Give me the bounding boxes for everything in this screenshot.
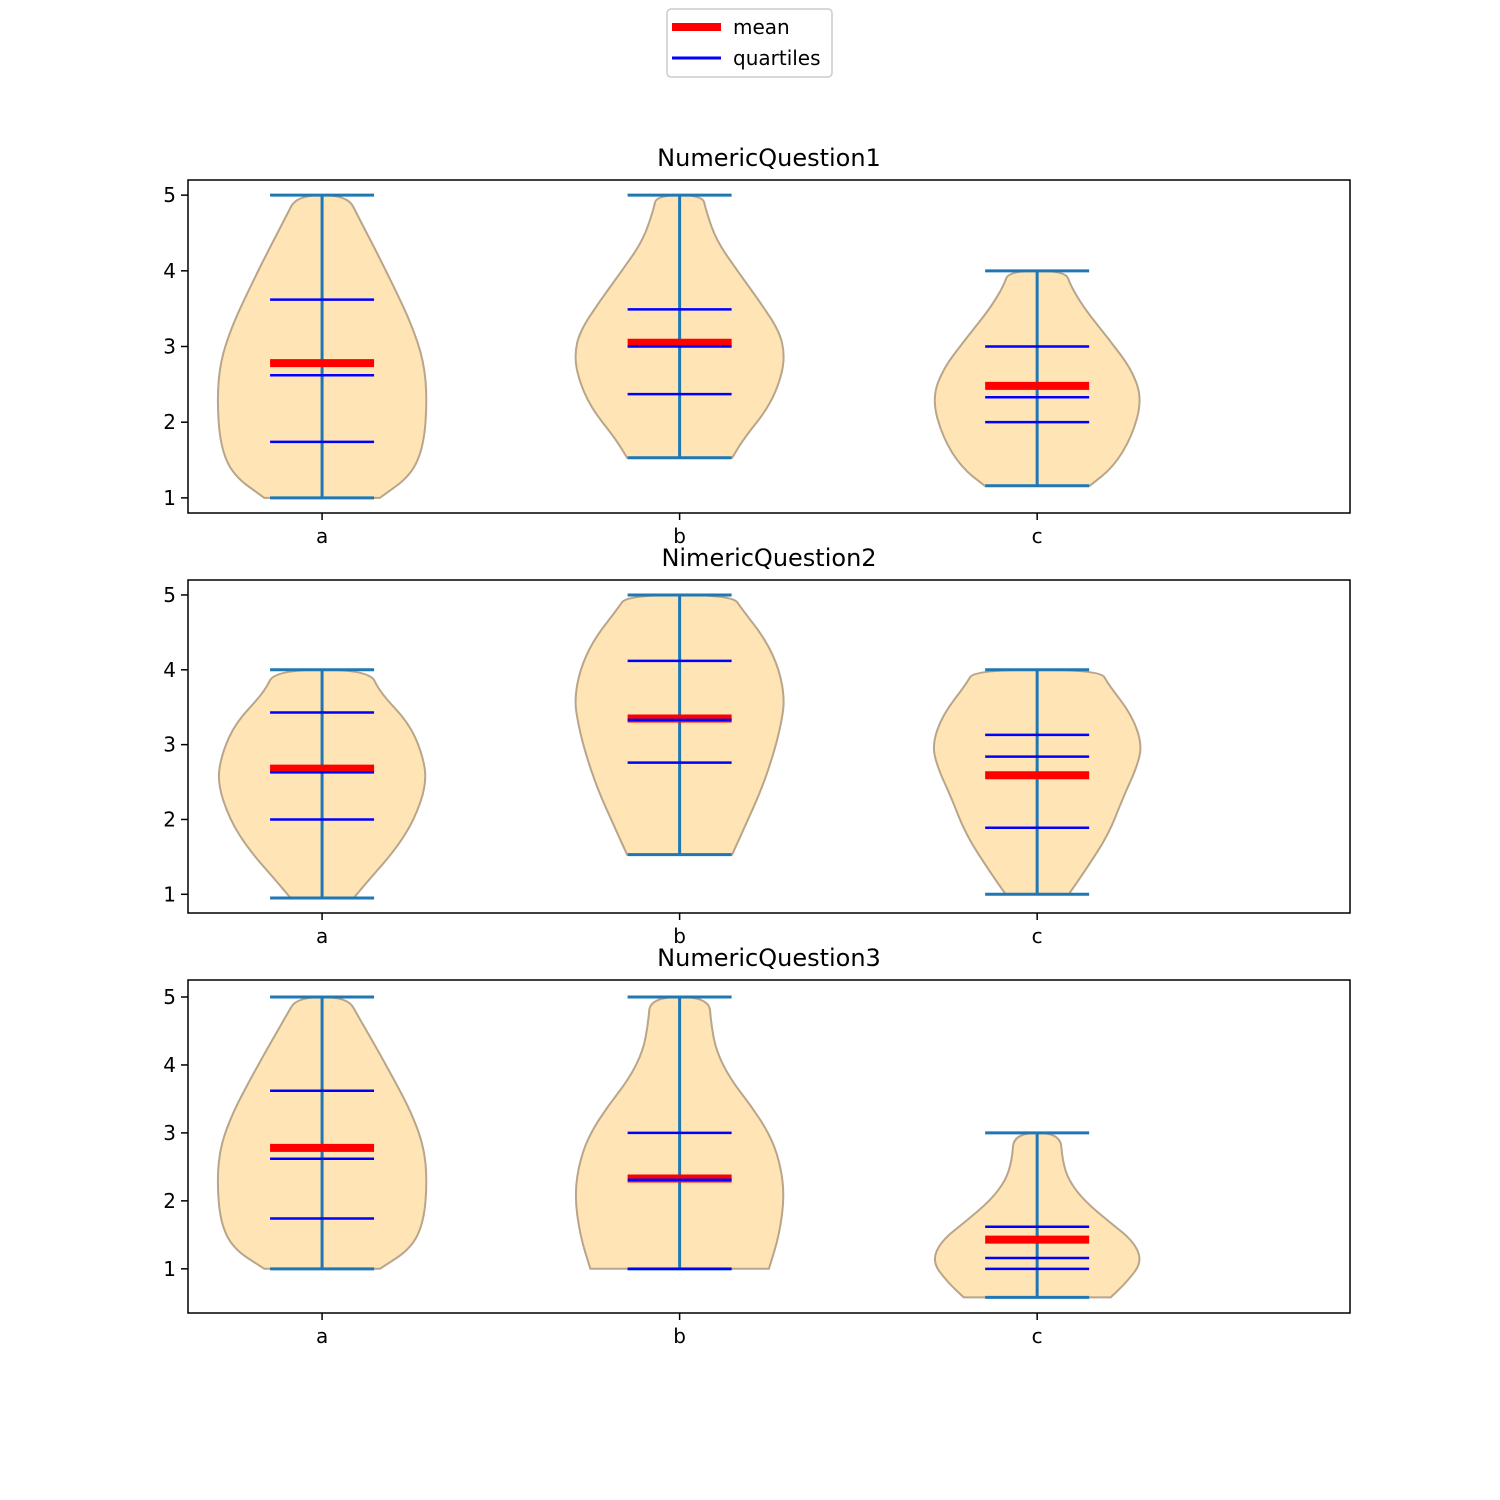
legend-quartiles-label: quartiles — [733, 46, 821, 70]
violin-c — [932, 668, 1142, 896]
x-axis: a b c — [316, 513, 1043, 548]
x-tick-label: b — [673, 924, 686, 948]
violin-a — [217, 668, 427, 900]
y-tick-label: 5 — [163, 985, 176, 1009]
x-tick-label: a — [316, 924, 328, 948]
subplot-title: NumericQuestion3 — [657, 944, 881, 972]
legend-mean-label: mean — [733, 15, 790, 39]
y-tick-label: 5 — [163, 183, 176, 207]
legend: mean quartiles — [666, 8, 833, 78]
y-tick-label: 2 — [163, 1189, 176, 1213]
x-axis: a b c — [316, 1313, 1043, 1348]
x-tick-label: c — [1032, 1324, 1043, 1348]
x-tick-label: c — [1032, 524, 1043, 548]
violins — [216, 995, 1141, 1299]
subplot-title: NumericQuestion1 — [657, 144, 881, 172]
violin-b — [574, 995, 785, 1271]
x-tick-label: a — [316, 1324, 328, 1348]
y-tick-label: 4 — [163, 259, 176, 283]
x-tick-label: c — [1032, 924, 1043, 948]
x-tick-label: b — [673, 1324, 686, 1348]
y-tick-label: 4 — [163, 1053, 176, 1077]
y-tick-label: 2 — [163, 410, 176, 434]
subplot-numeric-question-2: NimericQuestion2 1 2 3 4 5 a b c — [163, 544, 1351, 948]
subplot-title: NimericQuestion2 — [661, 544, 876, 572]
y-tick-label: 1 — [163, 486, 176, 510]
violin-c — [933, 269, 1141, 488]
y-tick-label: 1 — [163, 1257, 176, 1281]
violins — [216, 193, 1141, 500]
axes-frame — [187, 979, 1351, 1314]
y-axis: 1 2 3 4 5 — [163, 583, 188, 906]
violin-a — [216, 995, 428, 1271]
x-tick-label: b — [673, 524, 686, 548]
violin-a — [216, 193, 428, 500]
y-tick-label: 1 — [163, 882, 176, 906]
x-axis: a b c — [316, 913, 1043, 948]
violin-c — [933, 1131, 1141, 1299]
subplot-numeric-question-1: NumericQuestion1 1 2 3 4 5 a b c — [163, 144, 1351, 548]
y-tick-label: 3 — [163, 733, 176, 757]
violin-b — [574, 193, 785, 460]
axes-frame — [187, 579, 1351, 914]
y-tick-label: 5 — [163, 583, 176, 607]
violins — [217, 593, 1142, 900]
subplot-numeric-question-3: NumericQuestion3 1 2 3 4 5 a b c — [163, 944, 1351, 1348]
y-axis: 1 2 3 4 5 — [163, 183, 188, 510]
y-tick-label: 3 — [163, 1121, 176, 1145]
violin-b — [574, 593, 785, 857]
y-axis: 1 2 3 4 5 — [163, 985, 188, 1281]
y-tick-label: 2 — [163, 807, 176, 831]
x-tick-label: a — [316, 524, 328, 548]
y-tick-label: 4 — [163, 658, 176, 682]
y-tick-label: 3 — [163, 335, 176, 359]
